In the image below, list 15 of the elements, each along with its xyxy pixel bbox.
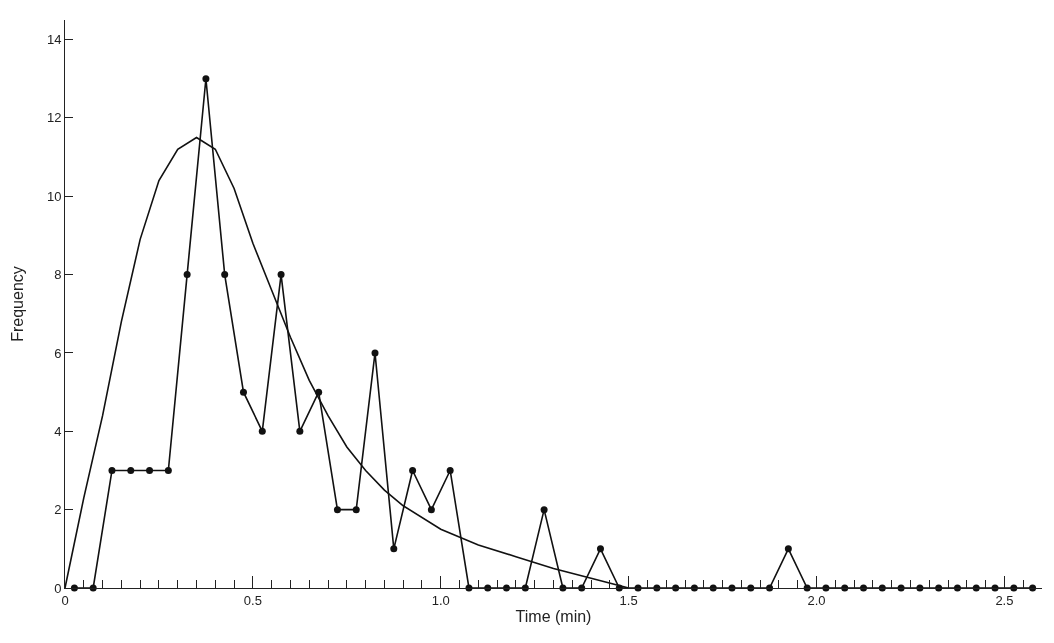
- y-tick-label: 4: [54, 423, 62, 439]
- y-tick-label: 14: [46, 32, 62, 48]
- y-tick-label: 10: [46, 188, 62, 204]
- x-tick-label: 2.5: [995, 592, 1014, 608]
- x-tick-label: 1.5: [619, 592, 638, 608]
- y-tick-label: 12: [46, 110, 62, 126]
- x-tick-label: 0.5: [243, 592, 262, 608]
- y-tick-label: 6: [54, 345, 62, 361]
- x-tick-label: 2.0: [807, 592, 826, 608]
- y-tick-label: 8: [54, 267, 62, 283]
- y-tick-label: 2: [54, 502, 62, 518]
- x-axis-title: Time (min): [515, 608, 592, 626]
- y-axis-title: Frequency: [9, 266, 26, 342]
- y-tick-label: 0: [54, 580, 62, 596]
- x-tick-label: 1.0: [431, 592, 450, 608]
